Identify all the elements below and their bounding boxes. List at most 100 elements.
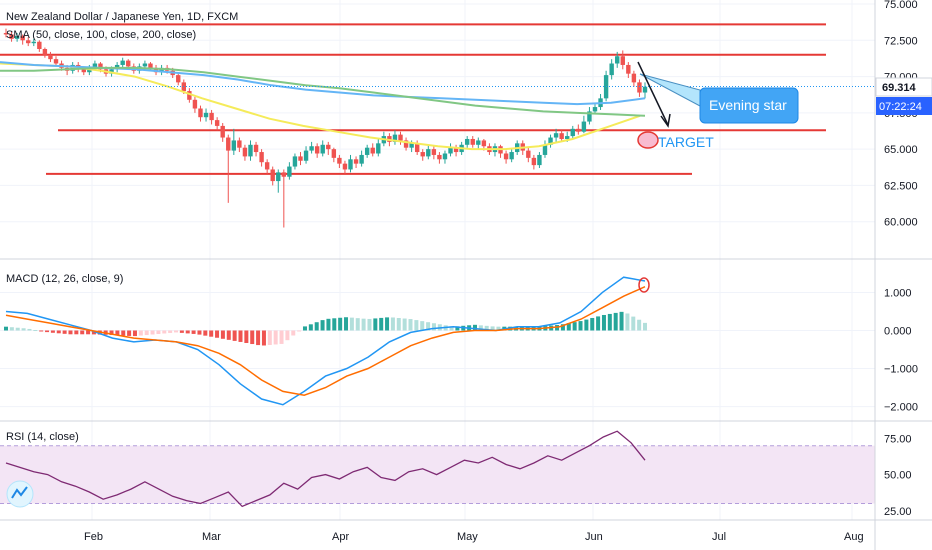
target-arrow[interactable] xyxy=(637,61,671,128)
sma-legend: SMA (50, close, 100, close, 200, close) xyxy=(6,29,196,41)
candle-body xyxy=(565,136,570,139)
candle-body xyxy=(198,108,203,118)
macd-histogram-bar xyxy=(361,318,366,331)
macd-histogram-bar xyxy=(455,326,460,331)
macd-histogram-bar xyxy=(68,330,73,335)
candle-body xyxy=(403,140,409,148)
candle-body xyxy=(581,121,587,132)
macd-histogram-bar xyxy=(285,330,290,341)
candle-body xyxy=(48,54,53,60)
macd-histogram-bar xyxy=(179,330,184,333)
macd-histogram-bar xyxy=(613,312,618,331)
price-panel[interactable] xyxy=(0,23,875,228)
candle-body xyxy=(631,73,637,83)
candle-body xyxy=(559,133,564,139)
macd-histogram-bar xyxy=(50,330,55,333)
candle-body xyxy=(237,140,242,148)
rsi-line[interactable] xyxy=(5,430,646,508)
candle-body xyxy=(626,64,631,74)
macd-cross-circle[interactable] xyxy=(638,277,650,293)
macd-histogram-bar xyxy=(238,330,243,342)
evening-star-label: Evening star xyxy=(709,97,787,113)
macd-histogram-bar xyxy=(619,311,624,331)
macd-tick-label: −1.000 xyxy=(884,364,918,376)
macd-histogram-bar xyxy=(232,330,237,341)
candle-body xyxy=(126,60,131,67)
candle-body xyxy=(592,107,598,112)
x-tick-label: Apr xyxy=(332,531,349,543)
macd-histogram-bar xyxy=(302,326,307,331)
macd-histogram-bar xyxy=(127,330,132,336)
target-ellipse[interactable] xyxy=(637,131,659,149)
macd-histogram-bar xyxy=(197,330,202,335)
x-tick-label: Jul xyxy=(712,531,726,543)
candle-body xyxy=(81,69,86,73)
macd-histogram-bar xyxy=(74,330,79,335)
macd-histogram-bar xyxy=(349,317,354,331)
symbol-title: New Zealand Dollar / Japanese Yen, 1D, F… xyxy=(6,11,238,23)
candle-body xyxy=(509,152,514,160)
candle-body xyxy=(448,147,453,154)
macd-histogram-bar xyxy=(396,318,401,331)
macd-histogram-bar xyxy=(162,330,167,334)
macd-histogram-bar xyxy=(478,325,483,331)
macd-histogram-bar xyxy=(408,319,413,331)
signal-line[interactable] xyxy=(5,286,646,396)
macd-histogram-bar xyxy=(45,330,50,333)
candle-body xyxy=(342,163,348,170)
candle-body xyxy=(303,150,309,161)
candle-body xyxy=(42,48,48,55)
tradingview-logo xyxy=(6,480,34,508)
macd-histogram-bar xyxy=(332,318,337,331)
macd-histogram-bar xyxy=(226,330,231,340)
rsi-panel[interactable] xyxy=(0,430,875,508)
candle-body xyxy=(587,111,592,122)
candle-body xyxy=(464,138,470,145)
candle-body xyxy=(331,149,337,158)
macd-histogram-bar xyxy=(590,317,595,331)
candle-body xyxy=(409,143,414,148)
candle-body xyxy=(209,112,214,121)
candle-body xyxy=(337,157,342,164)
macd-histogram-bar xyxy=(261,330,266,346)
candle-body xyxy=(470,138,475,145)
macd-histogram-bar xyxy=(156,330,161,334)
candle-body xyxy=(14,35,20,39)
candle-body xyxy=(553,133,559,138)
macd-histogram-bar xyxy=(402,318,407,331)
macd-panel[interactable] xyxy=(4,276,647,406)
macd-histogram-bar xyxy=(250,330,255,345)
candle-body xyxy=(253,144,259,153)
macd-histogram-bar xyxy=(150,330,155,335)
macd-line[interactable] xyxy=(5,276,646,406)
macd-histogram-bar xyxy=(584,319,589,331)
candle-body xyxy=(615,56,620,64)
macd-histogram-bar xyxy=(91,330,96,335)
macd-histogram-bar xyxy=(607,313,612,331)
x-tick-label: Jun xyxy=(585,531,603,543)
price-tick-label: 60.000 xyxy=(884,217,918,229)
price-tick-label: 62.500 xyxy=(884,180,918,192)
last-price: 69.314 xyxy=(882,82,917,94)
candle-body xyxy=(276,172,281,182)
candle-body xyxy=(570,128,575,137)
macd-histogram-bar xyxy=(385,317,390,331)
candle-body xyxy=(220,125,225,138)
macd-tick-label: 0.000 xyxy=(884,325,912,337)
macd-histogram-bar xyxy=(279,330,284,344)
candle-body xyxy=(20,35,25,41)
macd-histogram-bar xyxy=(490,326,495,331)
sma-line-1[interactable] xyxy=(0,62,641,151)
x-tick-label: Mar xyxy=(202,531,221,543)
sma-line-3[interactable] xyxy=(0,66,646,117)
macd-tick-label: −2.000 xyxy=(884,402,918,414)
macd-histogram-bar xyxy=(297,330,302,332)
macd-histogram-bar xyxy=(578,321,583,331)
candle-body xyxy=(3,33,9,35)
evening-star-callout[interactable]: Evening star xyxy=(639,73,799,124)
candle-body xyxy=(359,154,364,164)
macd-histogram-bar xyxy=(637,319,642,331)
macd-histogram-bar xyxy=(390,317,395,331)
macd-histogram-bar xyxy=(15,327,20,331)
